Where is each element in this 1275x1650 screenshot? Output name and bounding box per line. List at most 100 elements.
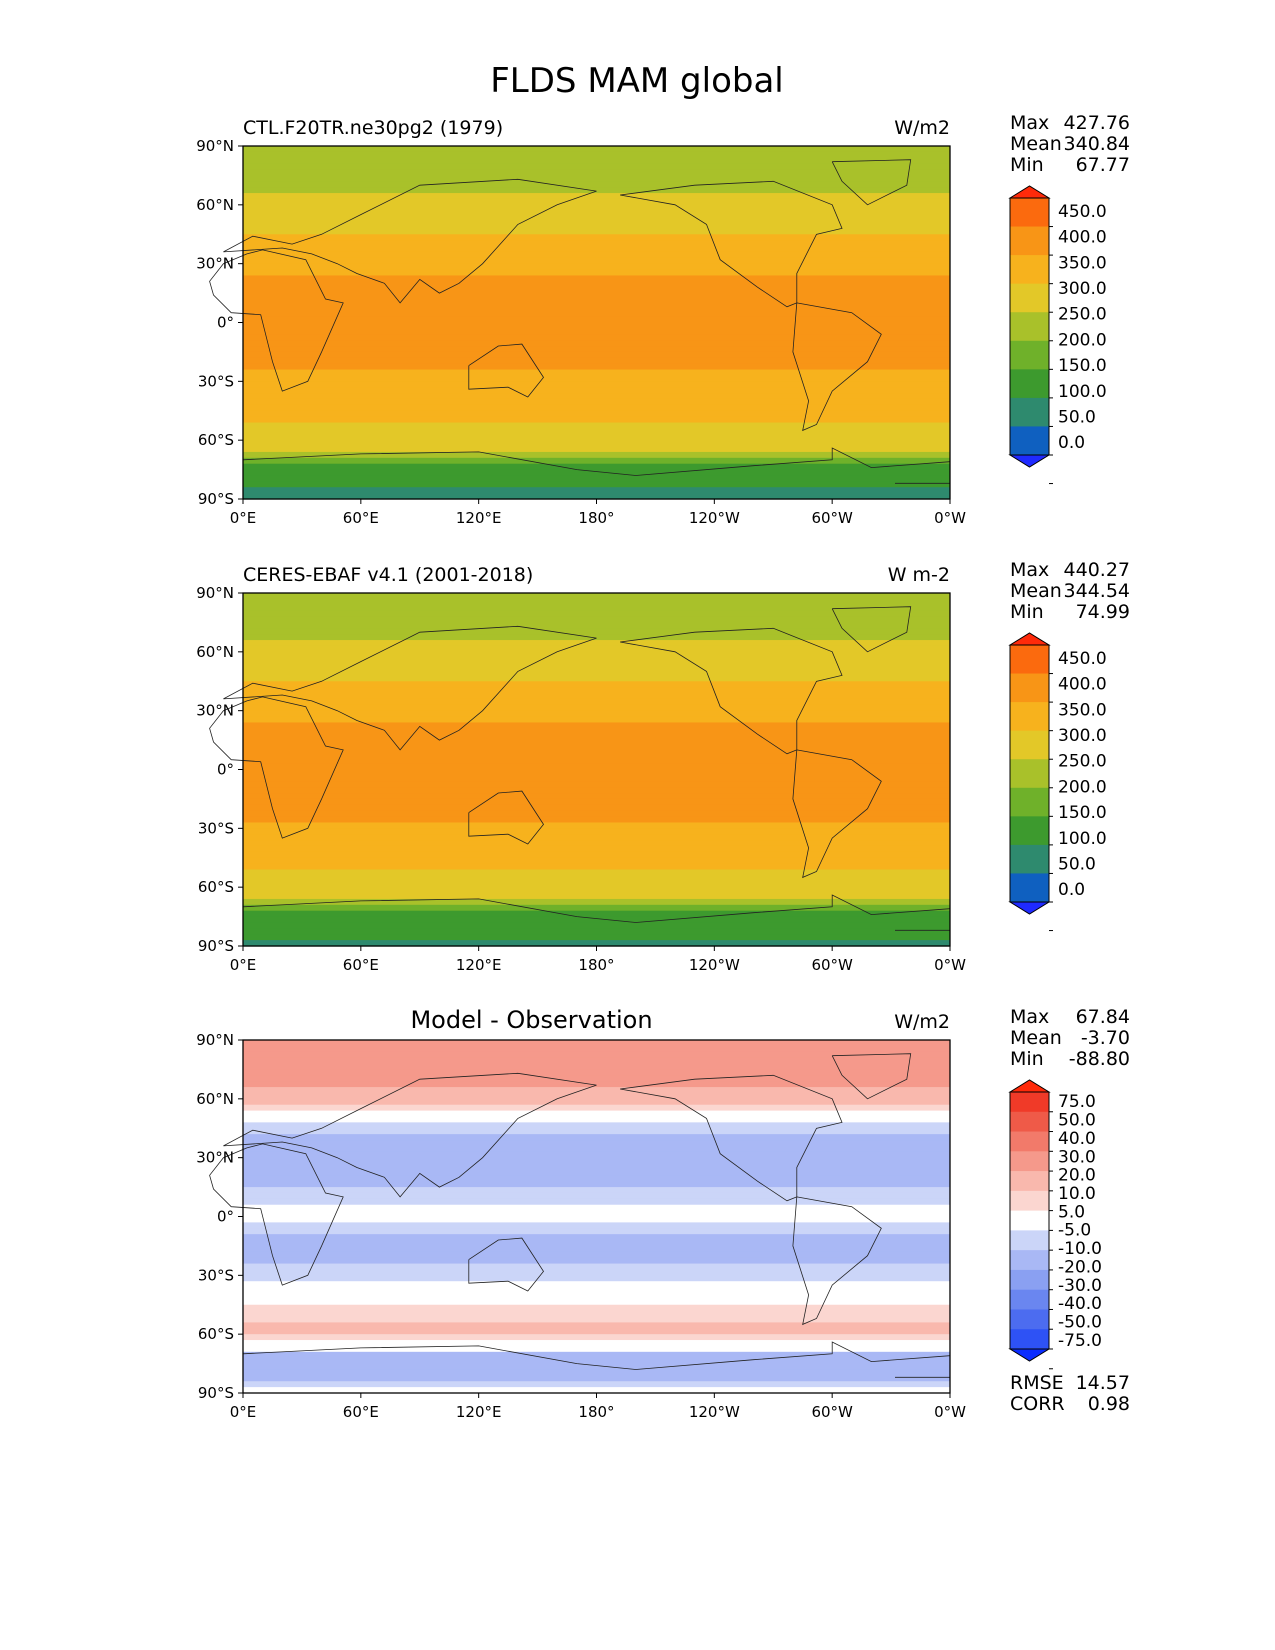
stat-value: 74.99 <box>1076 601 1130 623</box>
map-band <box>243 263 950 271</box>
map-band <box>243 787 950 794</box>
map-band <box>243 234 950 241</box>
map-band <box>243 293 950 300</box>
stat-label: Max <box>1010 112 1049 134</box>
colorbar-label: 250.0 <box>1058 752 1107 772</box>
map-band <box>243 1240 950 1247</box>
map-band <box>243 334 950 341</box>
colorbar-extend-top <box>1008 1079 1051 1093</box>
map-band <box>243 716 950 724</box>
coastline-path <box>468 790 544 845</box>
x-tick-label: 0°W <box>934 1403 966 1421</box>
map-band <box>243 910 950 918</box>
y-tick-label: 30°S <box>198 819 234 837</box>
map-band <box>243 904 950 912</box>
colorbar-bin <box>1010 426 1049 456</box>
coastline-path <box>468 343 544 398</box>
colorbar-extend-top <box>1008 632 1051 646</box>
coastline-path <box>620 180 843 308</box>
map-band <box>243 1281 950 1288</box>
map-band <box>243 428 950 435</box>
map-band <box>243 440 950 447</box>
map-band <box>243 681 950 688</box>
map-band <box>243 304 950 312</box>
colorbar-bin <box>1010 1250 1049 1271</box>
y-tick-label: 60°N <box>196 643 234 661</box>
map-band <box>243 940 950 947</box>
colorbar-label: 75.0 <box>1058 1092 1096 1112</box>
map-band <box>243 322 950 329</box>
map-band <box>243 634 950 641</box>
colorbar-label: -5.0 <box>1058 1221 1091 1241</box>
map-band <box>243 181 950 188</box>
map-band <box>243 781 950 788</box>
rmse-label: RMSE <box>1010 1372 1064 1394</box>
x-tick-label: 0°E <box>230 956 257 974</box>
map-band <box>243 393 950 400</box>
x-tick-label: 120°E <box>456 1403 502 1421</box>
x-tick-label: 120°W <box>689 956 740 974</box>
map-band <box>243 893 950 900</box>
colorbar-bin <box>1010 645 1049 674</box>
map-band <box>243 463 950 471</box>
map-band <box>243 1381 950 1388</box>
map-band <box>243 487 950 494</box>
map-band <box>243 1345 950 1353</box>
y-tick-label: 60°S <box>198 878 234 896</box>
map-band <box>243 451 950 459</box>
map-band <box>243 698 950 706</box>
map-panel-3: Model - Observation W/m2 0°E 60°E 120°E 180° 1… <box>196 1006 1130 1421</box>
map-band <box>243 457 950 465</box>
map-band <box>243 287 950 294</box>
map-band <box>243 204 950 212</box>
corr-label: CORR <box>1010 1393 1065 1415</box>
map-band <box>243 328 950 335</box>
colorbar-bin <box>1010 759 1049 789</box>
map-band <box>243 769 950 776</box>
y-tick-label: 90°N <box>196 1031 234 1049</box>
map-band <box>243 434 950 441</box>
map-band <box>243 728 950 735</box>
y-tick-label: 90°N <box>196 137 234 155</box>
x-tick-label: 60°E <box>343 956 379 974</box>
colorbar-label: 150.0 <box>1058 356 1107 376</box>
stat-label: Mean <box>1010 580 1062 602</box>
map-band <box>243 798 950 806</box>
colorbar-bin <box>1010 1329 1049 1350</box>
x-tick-label: 120°W <box>689 509 740 527</box>
map-band <box>243 316 950 324</box>
stat-label: Min <box>1010 1048 1044 1070</box>
colorbar-label: 350.0 <box>1058 253 1107 273</box>
colorbar-bin <box>1010 1269 1049 1291</box>
map-band <box>243 822 950 829</box>
map-band <box>243 404 950 412</box>
corr-value: 0.98 <box>1088 1393 1130 1415</box>
colorbar-bin <box>1010 1190 1049 1212</box>
map-band <box>243 422 950 429</box>
map-band <box>243 1104 950 1112</box>
colorbar: 450.0 400.0 350.0 300.0 250.0 200.0 150.0 100.0… <box>1008 185 1107 485</box>
coastline-path <box>242 894 951 923</box>
panel-units: W/m2 <box>894 117 950 139</box>
colorbar-label: 150.0 <box>1058 803 1107 823</box>
map-band <box>243 593 950 600</box>
stat-label: Max <box>1010 559 1049 581</box>
colorbar-label: -40.0 <box>1058 1294 1102 1314</box>
coastline-path <box>223 1072 597 1198</box>
map-band <box>243 763 950 771</box>
map-band <box>243 840 950 847</box>
y-tick-label: 30°N <box>196 255 234 273</box>
map-band <box>243 1145 950 1153</box>
map-band <box>243 751 950 759</box>
stat-value: 440.27 <box>1064 559 1130 581</box>
panel-title: Model - Observation <box>410 1006 652 1034</box>
x-tick-label: 180° <box>578 509 614 527</box>
y-tick-label: 0° <box>217 1208 234 1226</box>
map-band <box>243 146 950 153</box>
colorbar-label: -30.0 <box>1058 1276 1102 1296</box>
coastline-path <box>209 1143 344 1286</box>
colorbar-label: 20.0 <box>1058 1166 1096 1186</box>
x-tick-label: 120°W <box>689 1403 740 1421</box>
rmse-value: 14.57 <box>1076 1372 1130 1394</box>
colorbar-bin <box>1010 1309 1049 1330</box>
